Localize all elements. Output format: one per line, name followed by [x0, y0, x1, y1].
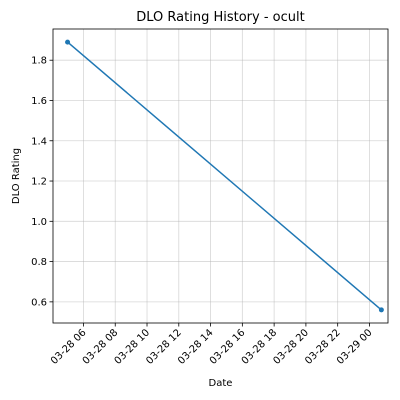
data-point [378, 307, 384, 313]
y-tick-label: 0.8 [31, 257, 47, 268]
grid-lines [53, 29, 388, 323]
y-tick-label: 1.2 [31, 177, 47, 188]
y-tick-label: 1.8 [31, 56, 47, 67]
chart-title: DLO Rating History - ocult [136, 10, 304, 25]
y-axis-label: DLO Rating [11, 148, 22, 204]
y-tick-label: 1.6 [31, 96, 47, 107]
x-axis-label: Date [209, 378, 233, 389]
y-tick-label: 1.0 [31, 217, 47, 228]
series-line [67, 41, 382, 311]
series-layer [65, 39, 384, 313]
y-tick-label: 0.6 [31, 297, 47, 308]
plot-frame [52, 28, 389, 324]
y-tick-label: 1.4 [31, 136, 47, 147]
data-point [65, 39, 71, 45]
